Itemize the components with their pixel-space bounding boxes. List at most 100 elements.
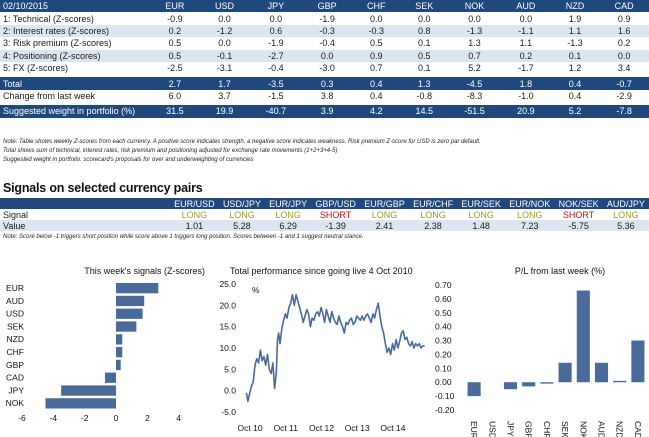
score-row-label: 3: Risk premium (Z-scores) (3, 38, 112, 49)
total-row: Total 2.7 1.7 -3.5 0.3 0.4 1.3 -4.5 1.8 0.4 -0.7 (0, 77, 649, 90)
y-tick-label: 5.0 (224, 364, 236, 374)
bar-nok (576, 290, 590, 383)
score-row: 2: Interest rates (Z-scores) 0.2 -1.2 0.6 -0… (0, 24, 649, 38)
score-row-cell: 1.1 (519, 38, 533, 49)
score-row-cell: 3.4 (617, 63, 631, 74)
category-label: NZD (615, 421, 625, 437)
weight-row-cell: 5.2 (568, 106, 582, 117)
score-row-cell: -1.1 (518, 25, 534, 36)
total-row-cell: 1.8 (519, 78, 533, 89)
signal-row-cell: SHORT (319, 209, 352, 220)
change-row: Change from last week 6.0 3.7 -1.5 3.8 0.4 -0.… (0, 90, 649, 102)
signal-row-cell: LONG (420, 209, 446, 220)
total-row-cell: 0.4 (568, 78, 582, 89)
bar-gbp (116, 359, 121, 371)
score-row-cell: 0.5 (168, 50, 182, 61)
y-tick-label: 25.0 (219, 279, 236, 289)
value-row-cell: 1.48 (472, 220, 490, 231)
bar-nok (45, 398, 116, 409)
score-row-cell: 0.0 (370, 13, 383, 24)
score-row-cell: 0.7 (468, 50, 481, 61)
category-label: SEK (7, 321, 24, 331)
score-row-cell: 0.5 (370, 38, 383, 49)
score-row-cell: 0.0 (418, 13, 431, 24)
x-tick-label: 0 (114, 413, 119, 423)
value-row-cell: 7.23 (520, 220, 539, 231)
total-row-cell: 0.3 (320, 78, 334, 89)
pairs-header-row-cell: EUR/USD (174, 198, 215, 209)
x-tick-label: 4 (176, 413, 181, 423)
pairs-header-row-cell: USD/JPY (222, 198, 261, 209)
change-row-label: Change from last week (3, 90, 96, 101)
change-row-cell: -1.5 (268, 90, 284, 101)
score-row-cell: 1.6 (617, 25, 631, 36)
signal-row-cell: SHORT (562, 209, 595, 220)
x-tick-label: -6 (18, 413, 26, 423)
note-line: Total shows sum of technical, interest r… (3, 148, 338, 154)
signal-row-cell: LONG (229, 209, 255, 220)
bar-cad (105, 372, 116, 383)
pairs-header-row-cell: AUD/JPY (606, 198, 645, 209)
pairs-header-row-cell: EUR/SEK (461, 198, 501, 209)
value-row: Value 1.01 5.28 6.29 -1.39 2.41 2.38 1.48 7.23 -5… (0, 220, 649, 231)
y-tick-label: 0.00 (435, 377, 452, 387)
score-row-cell: 0.6 (269, 25, 283, 36)
pairs-header-row-cell: EUR/CHF (413, 198, 454, 209)
bar-nzd (613, 380, 627, 383)
pairs-header-row-cell: EUR/GBP (364, 198, 405, 209)
score-row-cell: 0.9 (370, 50, 383, 61)
total-row-cell: 2.7 (168, 78, 182, 89)
score-row-label: 5: FX (Z-scores) (3, 63, 69, 74)
change-row-cell: 0.4 (568, 90, 582, 101)
bar-gbp (522, 382, 536, 387)
header-row-cell: GBP (317, 1, 337, 12)
pl-bar-chart-svg: P/L from last week (%) 0.70 0.60 0.50 0.40 0.… (435, 266, 645, 437)
score-row: 3: Risk premium (Z-scores) 0.5 0.0 -1.9 -0.4… (0, 37, 649, 49)
score-row-cell: -1.7 (518, 63, 534, 74)
x-tick-label: Oct 11 (274, 423, 299, 433)
pairs-header-row-label (0, 198, 170, 209)
chart-title: P/L from last week (%) (515, 266, 605, 276)
x-tick-label: Oct 10 (238, 423, 263, 433)
signals-bar-chart-svg: This week's signals (Z-scores) EUR AUD USD S… (6, 266, 205, 423)
score-row-cell: -0.3 (368, 25, 385, 36)
total-row-label: Total (3, 78, 23, 89)
signal-row-cell: LONG (275, 209, 301, 220)
pairs-header-row-cell: GBP/USD (315, 198, 356, 209)
score-row-cell: 1.2 (568, 63, 582, 74)
x-tick-label: -4 (50, 413, 58, 423)
performance-line (245, 293, 425, 403)
bar-jpy (61, 385, 116, 396)
change-row-cell: -2.9 (616, 90, 632, 101)
score-row-cell: -0.3 (319, 25, 335, 36)
category-label: NOK (6, 398, 25, 408)
weight-row-cell: 20.9 (517, 106, 535, 117)
pairs-header-row-cell: NOK/SEK (558, 198, 599, 209)
x-tick-label: Oct 12 (309, 423, 334, 433)
x-tick-label: -2 (81, 413, 89, 423)
score-row-cell: 0.2 (617, 38, 631, 49)
y-tick-label: 0.40 (435, 322, 452, 332)
score-row-cell: -1.3 (567, 38, 583, 49)
chart-title: This week's signals (Z-scores) (84, 266, 205, 276)
score-row-cell: -2.7 (268, 50, 284, 61)
signal-row: Signal LONG LONG LONG SHORT LONG LONG LONG LONG S… (0, 209, 649, 220)
header-row-cell: SEK (415, 1, 434, 12)
y-tick-label: 0.10 (435, 363, 452, 373)
y-axis-unit: % (252, 285, 260, 295)
score-row-cell: 0.0 (218, 13, 231, 24)
y-tick-label: 0.50 (435, 308, 452, 318)
score-row-cell: -1.2 (216, 25, 233, 36)
note-line: Note: Table shows weekly Z-scores from e… (3, 139, 481, 145)
value-row-label: Value (3, 220, 26, 231)
score-row-label: 2: Interest rates (Z-scores) (3, 25, 110, 36)
score-row-cell: 0.9 (617, 13, 631, 24)
signal-row-label: Signal (3, 209, 29, 220)
score-row-cell: 0.2 (519, 50, 533, 61)
weight-row-cell: -40.7 (265, 106, 287, 117)
score-row: 1: Technical (Z-scores) -0.9 0.0 0.0 -1.9 0.0… (0, 12, 649, 24)
category-label: NZD (7, 334, 24, 344)
score-row-cell: 0.1 (568, 50, 582, 61)
score-row: 5: FX (Z-scores) -2.5 -3.1 -0.4 -3.0 0.7 0.1 5.… (0, 62, 649, 74)
weight-row-cell: -51.5 (464, 106, 485, 117)
